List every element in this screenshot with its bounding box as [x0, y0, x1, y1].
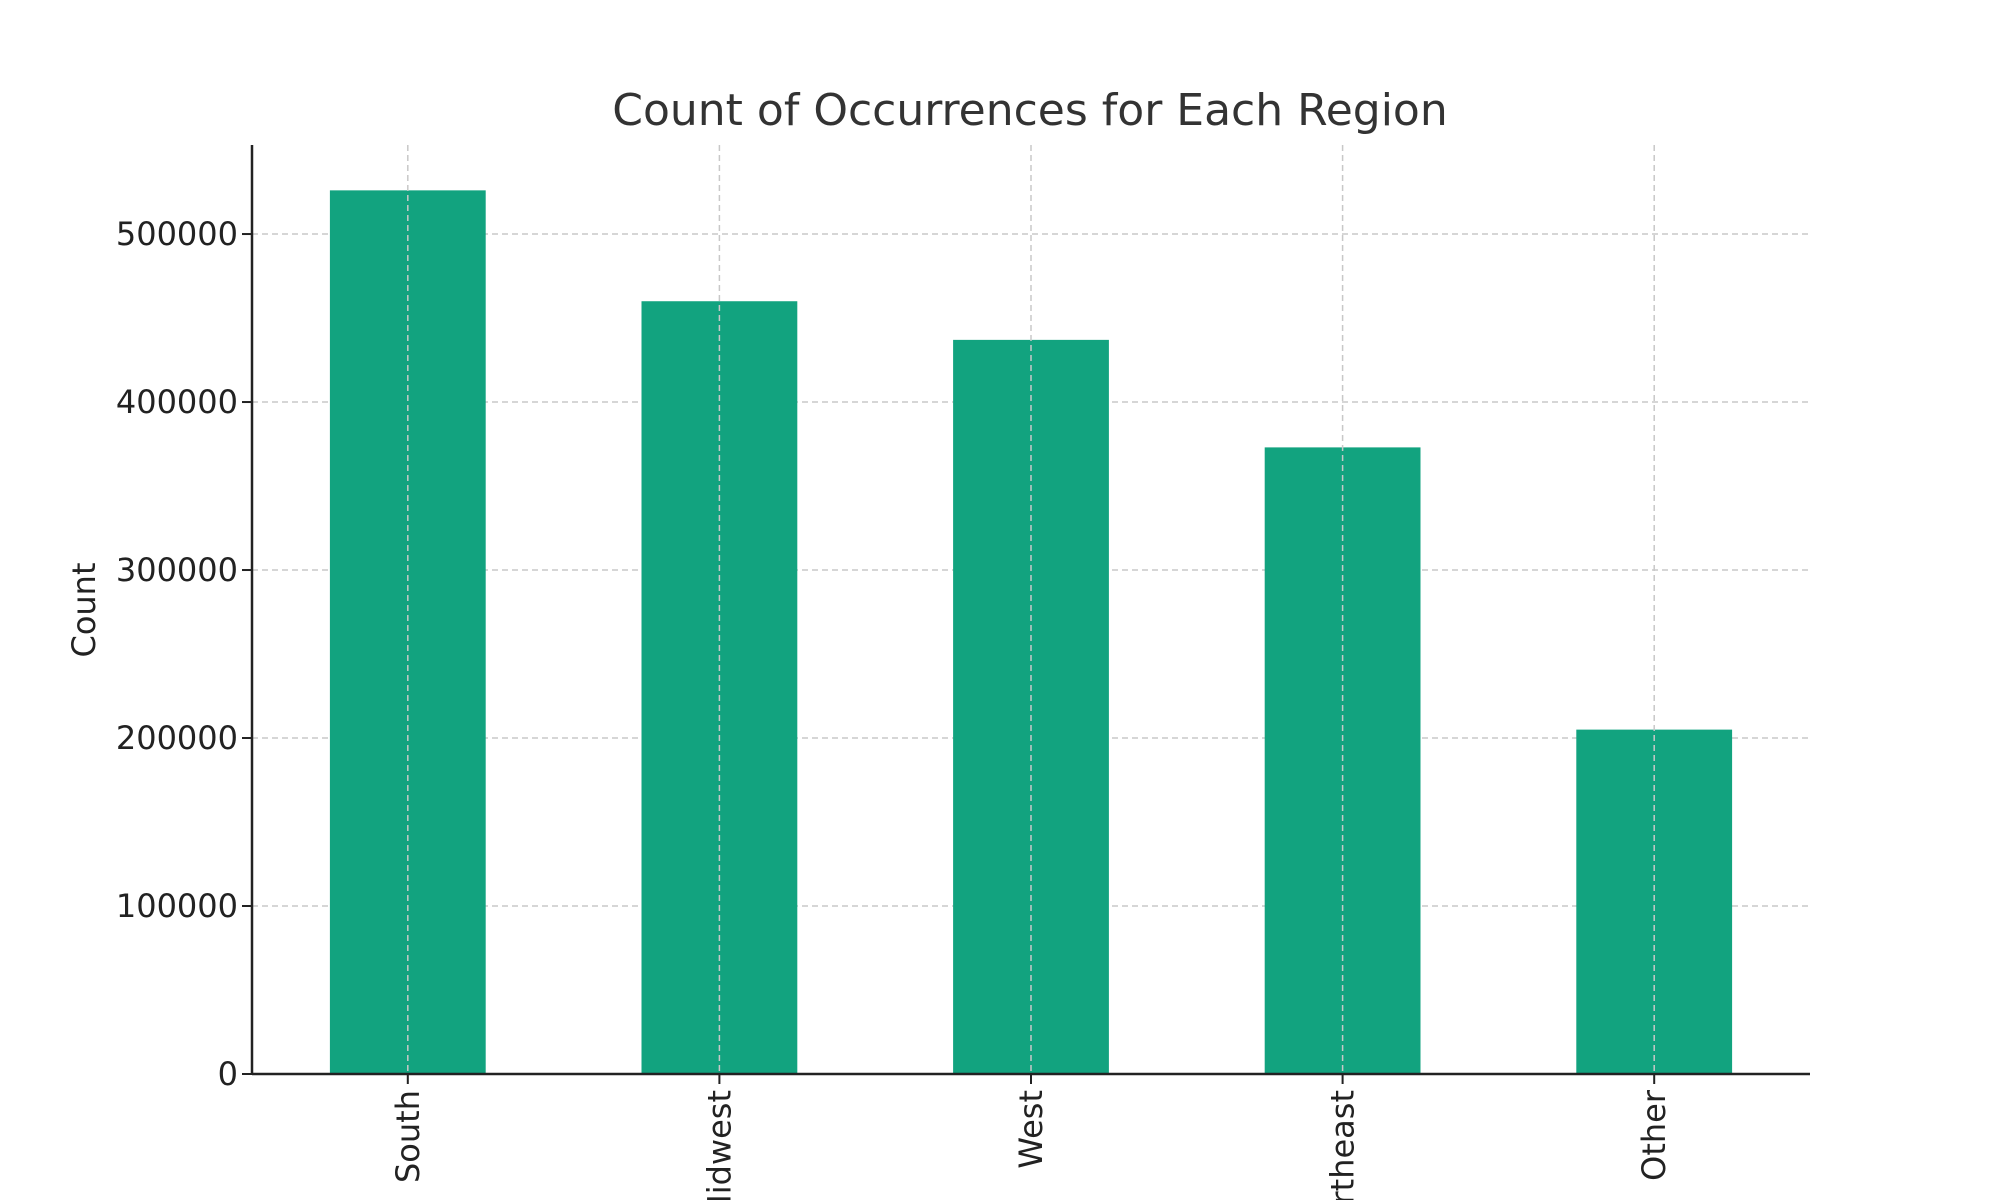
x-tick-label: Northeast — [1324, 1090, 1362, 1200]
y-tick-label: 0 — [218, 1055, 238, 1093]
bars-layer — [329, 145, 1733, 1075]
y-ticks-layer: 0 100000 200000 300000 400000 500000 — [116, 215, 252, 1093]
x-tick-label: Other — [1635, 1089, 1673, 1181]
bar-other — [1576, 729, 1733, 1074]
x-tick-label: South — [389, 1090, 427, 1183]
x-tick-label: Midwest — [700, 1090, 738, 1200]
y-tick-label: 200000 — [116, 719, 238, 757]
x-tick-label: West — [1012, 1090, 1050, 1169]
y-tick-label: 400000 — [116, 383, 238, 421]
y-tick-label: 100000 — [116, 887, 238, 925]
bar-south — [329, 190, 486, 1075]
x-ticks-layer: South Midwest West Northeast Other — [389, 1074, 1673, 1200]
y-tick-label: 300000 — [116, 551, 238, 589]
y-tick-label: 500000 — [116, 215, 238, 253]
chart-title: Count of Occurrences for Each Region — [612, 85, 1447, 136]
y-axis-label: Count — [65, 562, 103, 657]
